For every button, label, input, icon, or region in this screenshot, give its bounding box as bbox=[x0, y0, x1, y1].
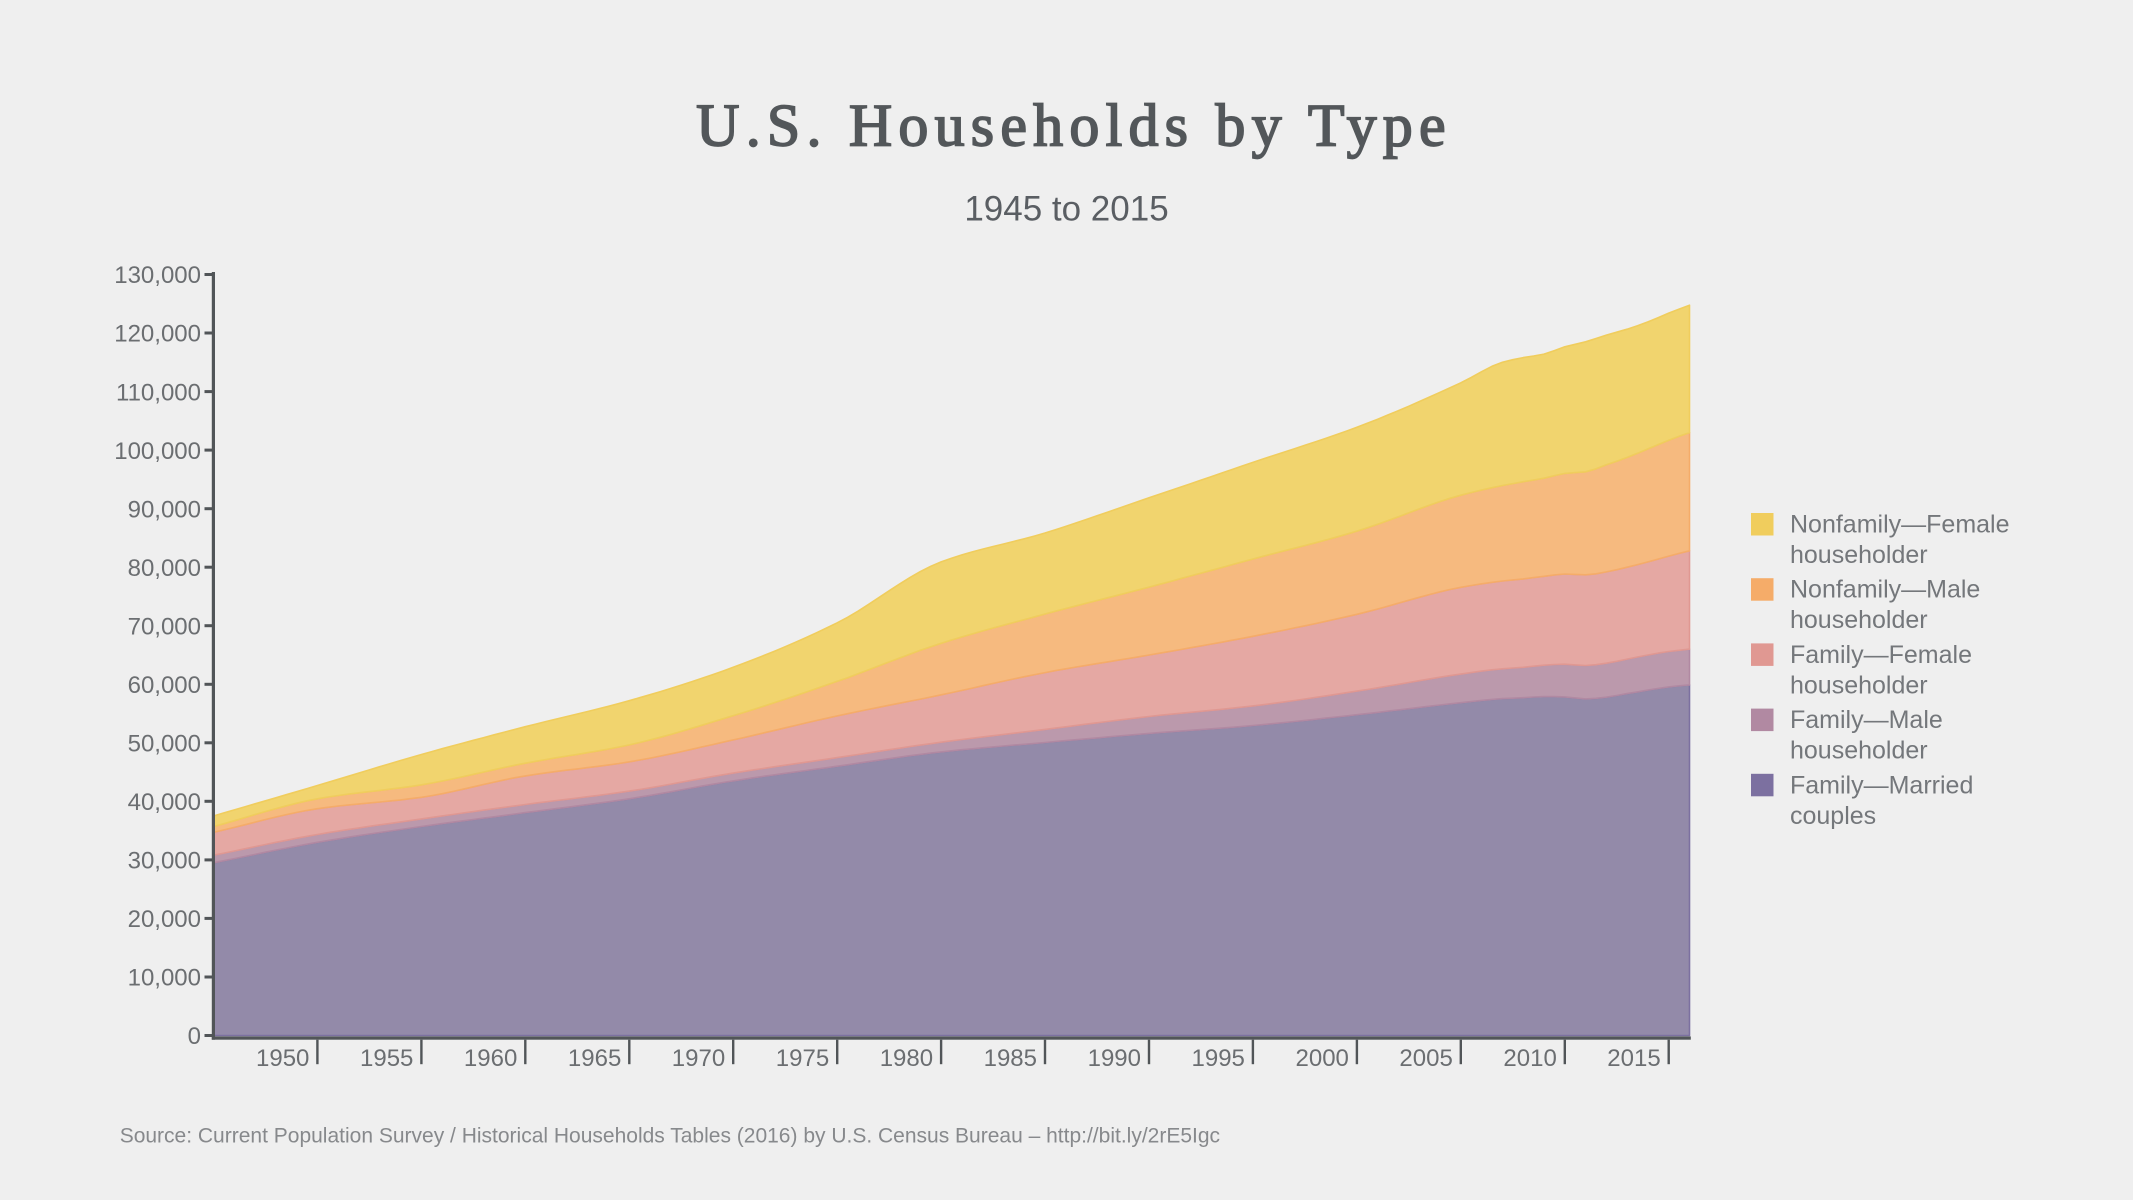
svg-text:120,000: 120,000 bbox=[114, 321, 201, 348]
svg-text:1945 to 2015: 1945 to 2015 bbox=[964, 190, 1168, 229]
svg-text:1950: 1950 bbox=[256, 1045, 309, 1072]
svg-text:0: 0 bbox=[188, 1023, 201, 1050]
svg-text:100,000: 100,000 bbox=[114, 438, 201, 465]
svg-text:Family—Male: Family—Male bbox=[1790, 706, 1943, 734]
svg-text:1995: 1995 bbox=[1192, 1045, 1245, 1072]
svg-text:130,000: 130,000 bbox=[114, 262, 201, 289]
svg-text:Nonfamily—Male: Nonfamily—Male bbox=[1790, 576, 1980, 604]
svg-text:Source: Current Population Sur: Source: Current Population Survey / Hist… bbox=[120, 1124, 1220, 1147]
svg-text:householder: householder bbox=[1790, 541, 1928, 569]
svg-text:1960: 1960 bbox=[464, 1045, 517, 1072]
svg-text:householder: householder bbox=[1790, 671, 1928, 699]
svg-text:50,000: 50,000 bbox=[128, 731, 201, 758]
svg-text:2000: 2000 bbox=[1296, 1045, 1349, 1072]
svg-text:1970: 1970 bbox=[672, 1045, 725, 1072]
svg-text:1965: 1965 bbox=[568, 1045, 621, 1072]
svg-text:householder: householder bbox=[1790, 737, 1928, 765]
svg-text:1985: 1985 bbox=[984, 1045, 1037, 1072]
svg-text:90,000: 90,000 bbox=[128, 496, 201, 523]
svg-text:80,000: 80,000 bbox=[128, 555, 201, 582]
svg-text:60,000: 60,000 bbox=[128, 672, 201, 699]
svg-text:2010: 2010 bbox=[1503, 1045, 1556, 1072]
svg-text:1980: 1980 bbox=[880, 1045, 933, 1072]
svg-text:30,000: 30,000 bbox=[128, 848, 201, 875]
svg-text:Nonfamily—Female: Nonfamily—Female bbox=[1790, 511, 2010, 539]
svg-text:2005: 2005 bbox=[1399, 1045, 1452, 1072]
svg-text:U.S. Households by Type: U.S. Households by Type bbox=[696, 93, 1452, 159]
svg-text:2015: 2015 bbox=[1607, 1045, 1660, 1072]
svg-text:110,000: 110,000 bbox=[116, 379, 201, 406]
svg-text:1990: 1990 bbox=[1088, 1045, 1141, 1072]
svg-text:Family—Married: Family—Married bbox=[1790, 771, 1973, 799]
svg-text:1975: 1975 bbox=[776, 1045, 829, 1072]
svg-text:householder: householder bbox=[1790, 606, 1928, 634]
svg-text:10,000: 10,000 bbox=[128, 965, 201, 992]
svg-text:70,000: 70,000 bbox=[128, 613, 201, 640]
svg-text:40,000: 40,000 bbox=[128, 789, 201, 816]
svg-text:couples: couples bbox=[1790, 802, 1876, 830]
svg-text:Family—Female: Family—Female bbox=[1790, 641, 1972, 669]
svg-text:20,000: 20,000 bbox=[128, 906, 201, 933]
svg-text:1955: 1955 bbox=[360, 1045, 413, 1072]
